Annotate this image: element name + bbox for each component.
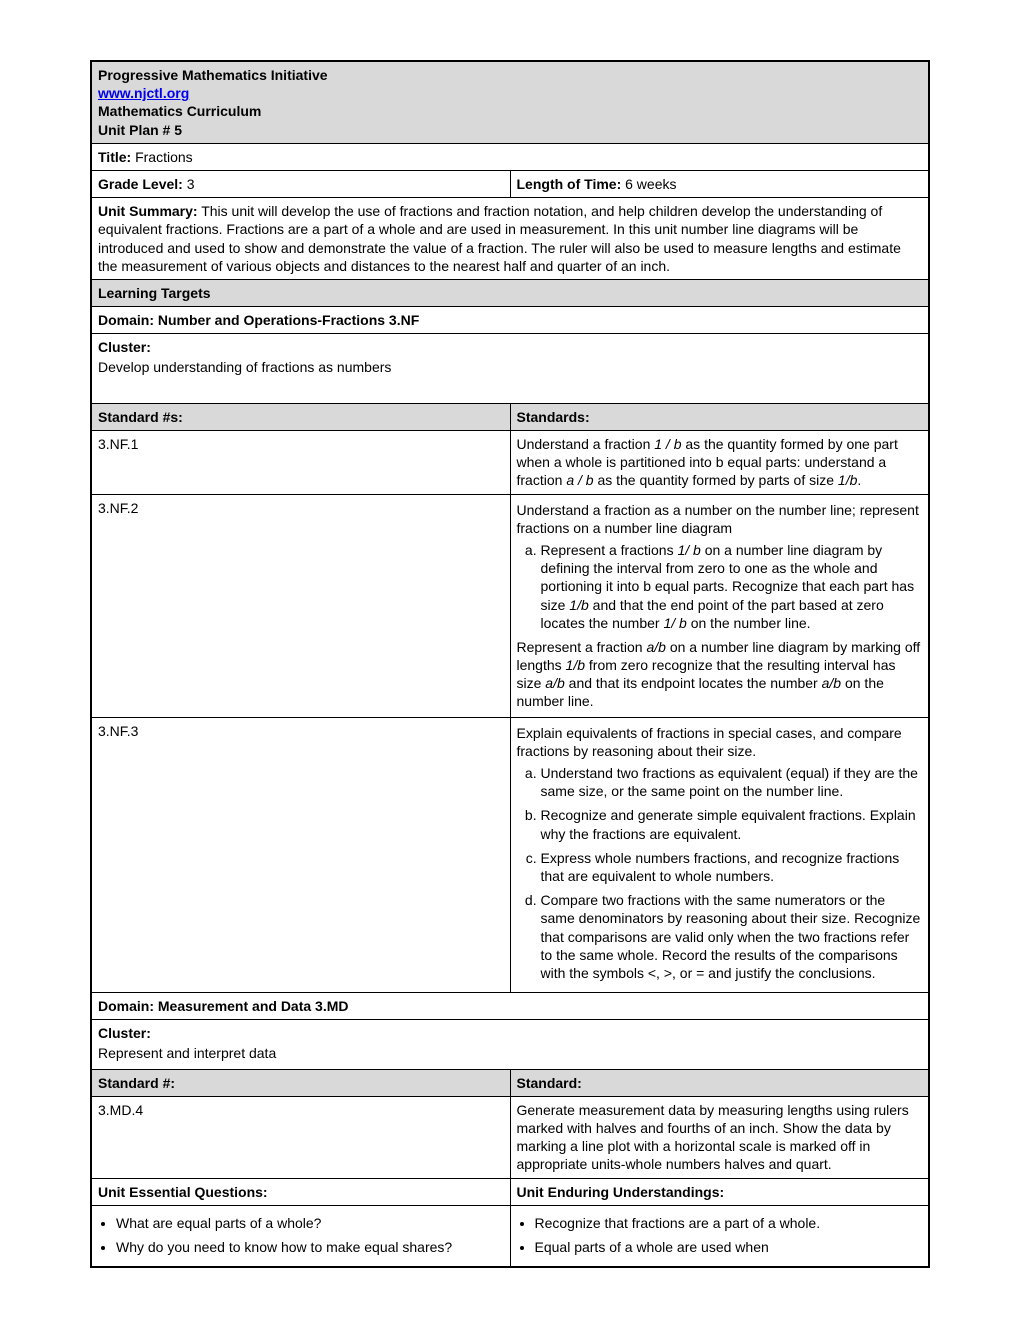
domain-nf: Domain: Number and Operations-Fractions … [91,307,929,334]
standard-header-2: Standard: [510,1069,929,1096]
unit-plan-table: Progressive Mathematics Initiative www.n… [90,60,930,1268]
standard-nf3-text: Explain equivalents of fractions in spec… [510,717,929,992]
cluster-text: Develop understanding of fractions as nu… [98,358,922,376]
standard-number-header-2: Standard #: [91,1069,510,1096]
summary-label: Unit Summary: [98,203,198,219]
domain-md: Domain: Measurement and Data 3.MD [91,993,929,1020]
time-label: Length of Time: [517,176,622,192]
grade-label: Grade Level: [98,176,183,192]
cluster2-text: Represent and interpret data [98,1044,922,1062]
cluster-md: Cluster: Represent and interpret data [91,1020,929,1069]
standard-nf1-text: Understand a fraction 1 / b as the quant… [510,431,929,495]
standard-id-nf3: 3.NF.3 [91,717,510,992]
standard-nf2-text: Understand a fraction as a number on the… [510,494,929,717]
essential-questions-header: Unit Essential Questions: [91,1178,510,1205]
enduring-understandings-header: Unit Enduring Understandings: [510,1178,929,1205]
grade-level-cell: Grade Level: 3 [91,170,510,197]
essential-question-1: What are equal parts of a whole? [116,1214,504,1232]
enduring-understandings-cell: Recognize that fractions are a part of a… [510,1205,929,1267]
enduring-2: Equal parts of a whole are used when [535,1238,923,1256]
standard-md4-text: Generate measurement data by measuring l… [510,1096,929,1178]
summary-text: This unit will develop the use of fracti… [98,203,901,274]
enduring-1: Recognize that fractions are a part of a… [535,1214,923,1232]
learning-targets-header: Learning Targets [91,279,929,306]
nf2-outro: Represent a fraction a/b on a number lin… [517,638,923,711]
nf3-item-d: Compare two fractions with the same nume… [541,891,923,982]
cluster-nf: Cluster: Develop understanding of fracti… [91,334,929,404]
curriculum-label: Mathematics Curriculum [98,102,922,120]
standards-number-header: Standard #s: [91,403,510,430]
essential-question-2: Why do you need to know how to make equa… [116,1238,504,1256]
nf3-item-a: Understand two fractions as equivalent (… [541,764,923,800]
grade-value: 3 [187,176,195,192]
unit-summary-cell: Unit Summary: This unit will develop the… [91,198,929,280]
title-label: Title: [98,149,131,165]
document-header: Progressive Mathematics Initiative www.n… [91,61,929,143]
standard-id-nf2: 3.NF.2 [91,494,510,717]
essential-questions-cell: What are equal parts of a whole? Why do … [91,1205,510,1267]
title-row: Title: Fractions [91,143,929,170]
standards-header: Standards: [510,403,929,430]
website-link[interactable]: www.njctl.org [98,85,189,101]
standard-id-nf1: 3.NF.1 [91,431,510,495]
length-of-time-cell: Length of Time: 6 weeks [510,170,929,197]
standard-id-md4: 3.MD.4 [91,1096,510,1178]
title-value: Fractions [135,149,193,165]
time-value: 6 weeks [625,176,676,192]
cluster-label: Cluster: [98,338,922,356]
initiative-title: Progressive Mathematics Initiative [98,66,922,84]
unit-plan-number: Unit Plan # 5 [98,121,922,139]
cluster2-label: Cluster: [98,1024,922,1042]
nf3-item-b: Recognize and generate simple equivalent… [541,806,923,842]
nf3-item-c: Express whole numbers fractions, and rec… [541,849,923,885]
nf2-item-a: Represent a fractions 1/ b on a number l… [541,541,923,632]
